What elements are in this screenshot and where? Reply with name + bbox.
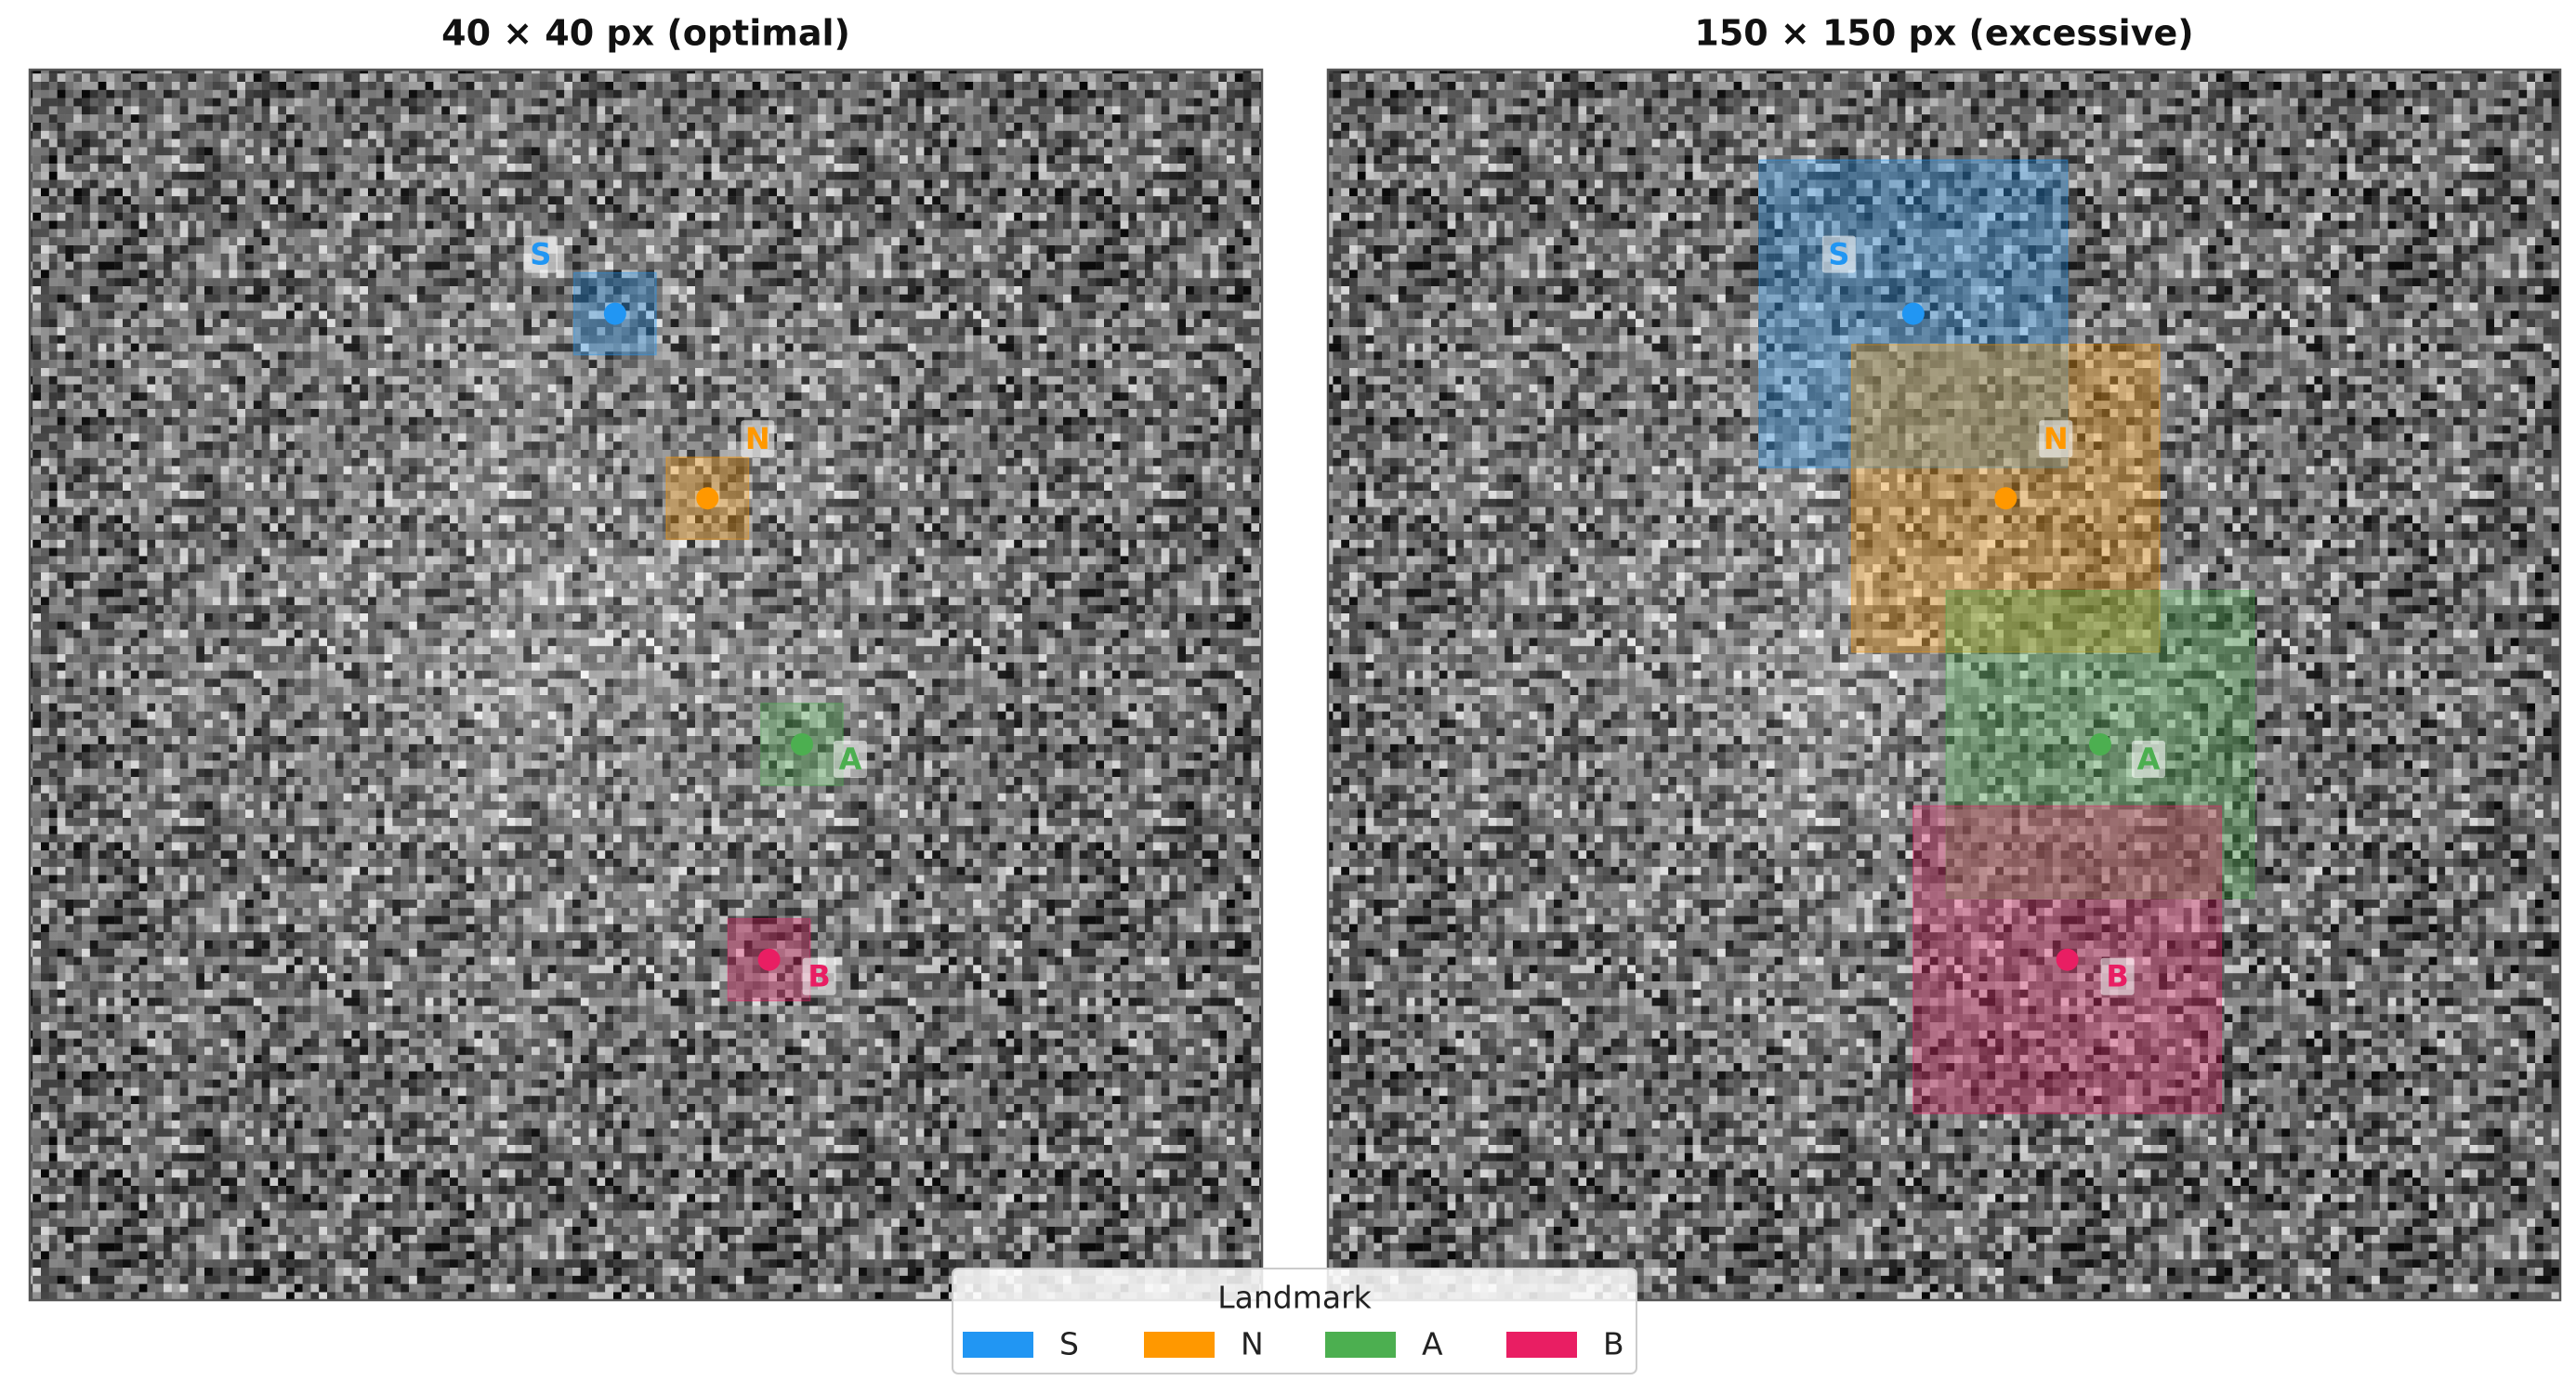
legend-swatch <box>1506 1332 1577 1358</box>
label-background <box>523 235 558 273</box>
image-shading <box>1328 70 2560 1300</box>
label-background <box>802 957 836 995</box>
landmark-label: A <box>2137 742 2161 777</box>
image-frame <box>1326 68 2562 1302</box>
landmark-label: B <box>2106 959 2128 994</box>
label-background <box>2100 957 2135 995</box>
label-background <box>1821 235 1856 273</box>
landmark-label: B <box>808 959 830 994</box>
label-background <box>2131 740 2165 778</box>
legend-label: A <box>1422 1326 1443 1362</box>
landmark-point <box>2056 948 2079 971</box>
landmark-point <box>790 732 813 756</box>
landmark-point <box>603 302 626 325</box>
landmarks: S N A B <box>523 235 867 1002</box>
legend-title: Landmark <box>1217 1280 1372 1316</box>
legend-box <box>952 1268 1637 1374</box>
landmark-label: S <box>530 237 551 272</box>
legend-swatch <box>1144 1332 1215 1358</box>
landmark-point <box>696 487 719 510</box>
panel-title: 40 × 40 px (optimal) <box>441 13 850 54</box>
landmark-point <box>1901 302 1925 325</box>
label-background <box>833 740 867 778</box>
landmark-label: S <box>1828 237 1849 272</box>
landmark-point <box>2088 732 2111 756</box>
landmark-point <box>757 948 781 971</box>
landmarks: S N A B <box>1758 159 2255 1114</box>
legend-swatch <box>1325 1332 1396 1358</box>
landmark-label: N <box>745 421 770 456</box>
landmark-label: N <box>2044 421 2069 456</box>
label-background <box>2039 420 2073 458</box>
landmark-point <box>1994 487 2017 510</box>
image-frame <box>28 68 1264 1302</box>
legend-label: N <box>1241 1326 1264 1362</box>
legend-label: B <box>1603 1326 1624 1362</box>
legend-swatch <box>963 1332 1033 1358</box>
landmark-label: A <box>839 742 862 777</box>
panel-title: 150 × 150 px (excessive) <box>1694 13 2193 54</box>
legend-label: S <box>1059 1326 1079 1362</box>
label-background <box>741 420 775 458</box>
image-shading <box>30 70 1262 1300</box>
legend: Landmark S N A B <box>952 1268 1637 1374</box>
